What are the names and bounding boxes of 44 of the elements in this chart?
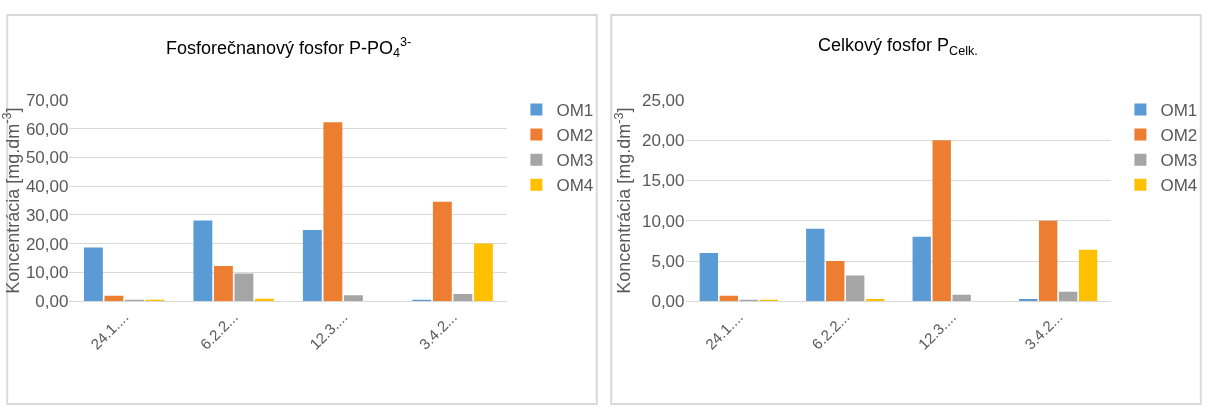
bar [952, 294, 971, 302]
bar [473, 243, 493, 302]
bar [912, 236, 931, 302]
y-tick-label: 20,00 [25, 234, 69, 254]
y-tick-label: 0,00 [35, 292, 69, 312]
bar [432, 201, 452, 302]
bar [846, 275, 865, 302]
y-tick-label: 10,00 [25, 263, 69, 283]
y-tick-label: 50,00 [25, 148, 69, 168]
y-tick-label: 15,00 [641, 171, 685, 191]
bar [806, 228, 825, 302]
legend-label: OM1 [556, 101, 594, 121]
legend-label: OM4 [1160, 176, 1198, 196]
legend-label: OM3 [1160, 151, 1198, 171]
bar [343, 295, 363, 302]
legend-label: OM2 [556, 126, 594, 146]
bar [302, 229, 322, 302]
bar [323, 122, 343, 302]
bar [1038, 220, 1058, 302]
chart-title: Celkový fosfor P$_{Celk.}$ [818, 35, 978, 58]
y-tick-label: 10,00 [641, 211, 685, 231]
bar [213, 265, 233, 302]
legend-label: OM4 [556, 176, 594, 196]
bar [932, 140, 951, 302]
bar [826, 261, 845, 302]
legend-label: OM3 [556, 151, 594, 171]
y-tick-label: 0,00 [651, 292, 685, 312]
y-tick-label: 70,00 [25, 90, 69, 110]
bar [83, 247, 103, 302]
y-tick-label: 30,00 [25, 205, 69, 225]
y-tick-label: 5,00 [651, 251, 685, 271]
legend-label: OM1 [1160, 101, 1198, 121]
bar [453, 294, 473, 302]
bar [193, 220, 213, 302]
y-tick-label: 20,00 [641, 131, 685, 151]
bar [699, 252, 719, 302]
bar [234, 273, 254, 302]
bar [1078, 249, 1098, 302]
bar [104, 295, 124, 302]
y-tick-label: 40,00 [25, 177, 69, 197]
bar [1058, 291, 1078, 302]
y-tick-label: 60,00 [25, 119, 69, 139]
y-tick-label: 25,00 [641, 90, 685, 110]
legend-label: OM2 [1160, 126, 1198, 146]
